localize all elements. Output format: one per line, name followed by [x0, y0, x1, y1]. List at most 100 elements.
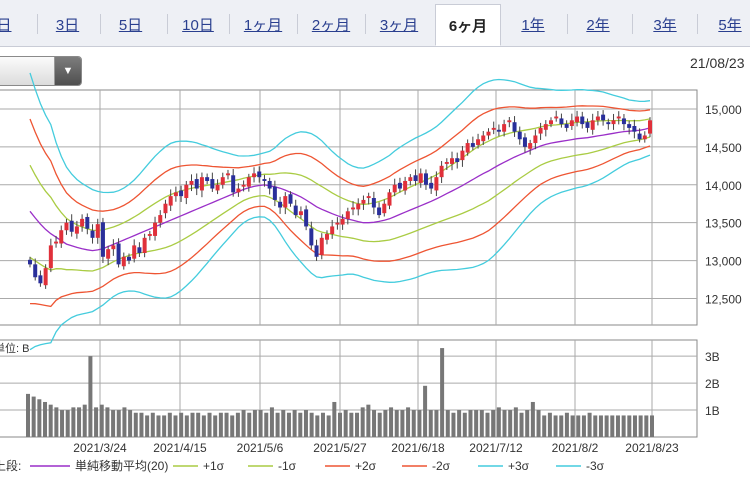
candle-body — [637, 133, 642, 140]
volume-bar — [31, 396, 36, 437]
tab-0[interactable]: 日 — [0, 4, 28, 44]
candle-body — [423, 173, 428, 185]
volume-bar — [315, 415, 320, 437]
volume-bar — [570, 415, 575, 437]
candle-body — [340, 218, 345, 225]
candle-body — [351, 207, 356, 210]
candle-body — [38, 275, 43, 284]
volume-bar — [99, 404, 104, 437]
candle-body — [252, 173, 257, 178]
volume-bar — [224, 412, 229, 437]
candle-body — [106, 249, 111, 259]
y-tick-label: 13,000 — [705, 255, 742, 269]
legend-label: 単純移動平均(20) — [75, 459, 168, 473]
candle-body — [272, 186, 277, 200]
volume-bar — [581, 415, 586, 437]
candle-body — [80, 218, 85, 227]
volume-bar — [26, 393, 30, 437]
candle-body — [621, 118, 626, 125]
tab-label: 3ヶ月 — [379, 16, 419, 34]
x-tick-label: 2021/6/18 — [391, 441, 445, 455]
volume-bar — [252, 410, 257, 437]
candle-body — [429, 182, 434, 189]
candle-body — [356, 203, 361, 210]
band-minus2-line — [29, 145, 651, 308]
volume-bar — [632, 415, 637, 437]
candle-body — [199, 177, 204, 191]
volume-bar — [615, 415, 620, 437]
candle-body — [304, 209, 309, 227]
candle-body — [502, 124, 507, 132]
volume-bar — [65, 410, 70, 437]
candle-body — [33, 264, 38, 278]
candle-body — [408, 177, 413, 181]
candle-body — [293, 205, 298, 216]
volume-bar — [139, 412, 144, 437]
candle-body — [43, 268, 48, 286]
volume-bar — [434, 410, 439, 437]
volume-bar — [82, 404, 87, 437]
tab-label: 5年 — [718, 16, 742, 34]
candle-body — [455, 158, 460, 163]
candle-body — [194, 179, 199, 189]
chevron-down-icon[interactable]: ▼ — [54, 57, 81, 85]
tab-3[interactable]: 10日 — [170, 4, 226, 44]
tab-1[interactable]: 3日 — [40, 4, 95, 44]
volume-bar — [610, 415, 615, 437]
volume-bar — [286, 412, 291, 437]
tab-6[interactable]: 3ヶ月 — [368, 4, 430, 44]
indicator-select[interactable]: ▼ — [0, 56, 82, 86]
volume-bar — [542, 415, 547, 437]
volume-bar — [564, 412, 569, 437]
candle-body — [173, 192, 178, 197]
candle-body — [496, 129, 501, 132]
candle-body — [85, 216, 90, 229]
tab-7[interactable]: 6ヶ月 — [435, 4, 501, 46]
candle-body — [121, 256, 126, 267]
tab-10[interactable]: 3年 — [635, 4, 695, 44]
volume-bar — [406, 407, 411, 437]
tab-2[interactable]: 5日 — [103, 4, 158, 44]
volume-bar — [411, 410, 416, 437]
tab-5[interactable]: 2ヶ月 — [300, 4, 362, 44]
candle-body — [153, 222, 158, 236]
tab-11[interactable]: 5年 — [700, 4, 750, 44]
candle-body — [95, 224, 100, 238]
legend-label: -2σ — [432, 459, 451, 473]
candle-body — [403, 180, 408, 191]
candle-body — [324, 234, 329, 240]
candle-body — [241, 184, 246, 187]
candle-body — [543, 124, 548, 130]
candle-body — [319, 237, 324, 255]
volume-bar — [479, 410, 484, 437]
volume-bar — [423, 385, 428, 437]
candle-body — [69, 220, 74, 232]
candle-body — [366, 196, 371, 199]
candle-body — [215, 184, 220, 191]
tab-4[interactable]: 1ヶ月 — [232, 4, 294, 44]
volume-bar — [326, 415, 331, 437]
candle-body — [549, 120, 554, 125]
candle-body — [189, 180, 194, 185]
volume-bar — [179, 412, 184, 437]
volume-bar — [60, 410, 65, 437]
band-minus3-line — [29, 154, 651, 351]
volume-bar — [303, 410, 308, 437]
candle-body — [450, 158, 455, 164]
candle-body — [111, 245, 116, 250]
tab-9[interactable]: 2年 — [570, 4, 626, 44]
volume-bar — [604, 415, 609, 437]
volume-bar — [235, 412, 240, 437]
candle-body — [225, 173, 230, 176]
candle-body — [361, 199, 366, 204]
candle-body — [512, 122, 517, 132]
legend-label: +1σ — [203, 459, 225, 473]
volume-tick-label: 3B — [705, 350, 720, 364]
x-tick-label: 2021/8/23 — [625, 441, 679, 455]
tab-8[interactable]: 1年 — [505, 4, 561, 44]
y-tick-label: 14,500 — [705, 141, 742, 155]
volume-bar — [593, 415, 598, 437]
tab-separator — [167, 14, 168, 34]
volume-bar — [145, 415, 150, 437]
